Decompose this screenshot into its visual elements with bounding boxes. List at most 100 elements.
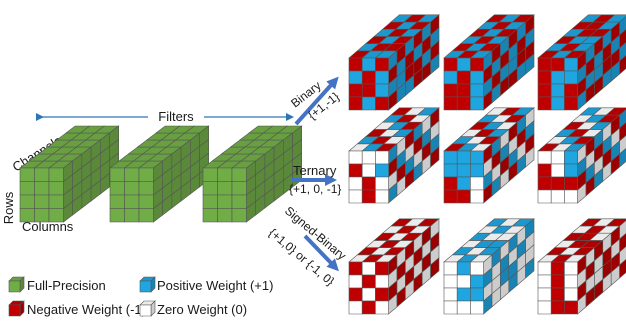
binary-arrow [294,76,339,126]
cube-front-cell [348,261,363,276]
cube-front-cell [550,274,565,289]
cube-front-cell [550,163,565,178]
cube-front-cell [537,96,552,111]
cube-front-cell [564,57,578,72]
cube-front-cell [361,96,376,111]
cube-front-cell [348,287,363,302]
cube-front-cell [34,167,50,182]
binary-cube-3 [537,14,626,111]
cube-front-cell [34,208,50,223]
cube-front-cell [375,150,389,165]
cube-front-cell [456,150,471,165]
cube-front-cell [564,163,578,178]
cube-front-cell [564,176,578,191]
cube-front-cell [470,176,484,191]
cube-front-cell [109,194,125,209]
cube-front-cell [217,208,233,223]
cube-front-cell [550,261,565,276]
cube-side-cell [619,259,626,279]
filters-arrow: Filters [36,108,294,124]
cube-front-cell [202,208,218,223]
cube-side-cell [430,257,440,279]
cube-front-cell [231,181,247,196]
cube-side-cell [619,220,626,240]
cube-front-cell [217,181,233,196]
cube-front-cell [456,163,471,178]
legend-swatch-negative [8,300,25,317]
legend-item-positive: Positive Weight (+1) [139,276,273,293]
cube-front-cell [537,261,552,276]
legend-label-full-precision: Full-Precision [27,278,106,293]
cube-front-cell [470,96,484,111]
legend-swatch-full-precision [8,276,25,293]
cube-front-cell [231,194,247,209]
cube-front-cell [550,287,565,302]
swatch-front [8,304,21,317]
cube-front-cell [375,287,389,302]
ternary-label: Ternary [293,163,337,178]
cube-front-cell [375,300,389,315]
quantized-filters [348,14,626,315]
signed-binary-arrow [303,234,339,272]
columns-label: Columns [22,219,74,234]
cube-front-cell [443,287,458,302]
ternary-set-label: {+1, 0, -1} [289,182,341,196]
swatch-front [8,280,21,293]
legend: Full-Precision Positive Weight (+1) Nega… [8,276,273,317]
cube-side-cell [619,55,626,75]
cube-front-cell [456,274,471,289]
cube-front-cell [124,167,140,182]
cube-front-cell [361,57,376,72]
cube-front-cell [19,194,35,209]
cube-front-cell [48,167,64,182]
cube-front-cell [375,70,389,85]
cube-front-cell [361,300,376,315]
cube-front-cell [456,189,471,204]
cube-front-cell [348,163,363,178]
cube-side-cell [430,53,440,75]
cube-front-cell [348,70,363,85]
signed_binary-cube-3 [537,218,626,315]
cube-front-cell [124,194,140,209]
cube-front-cell [537,274,552,289]
cube-front-cell [48,208,64,223]
cube-front-cell [443,300,458,315]
signed_binary-cube-1 [348,218,440,315]
cube-front-cell [375,189,389,204]
cube-front-cell [109,167,125,182]
legend-item-zero: Zero Weight (0) [139,300,247,317]
filters-label: Filters [158,109,194,124]
cube-front-cell [361,287,376,302]
ternary-cube-1 [348,107,440,204]
cube-front-cell [48,181,64,196]
cube-side-cell [619,42,626,62]
cube-front-cell [443,57,458,72]
cube-front-cell [375,83,389,98]
cube-front-cell [361,163,376,178]
cube-side-cell [619,122,626,142]
cube-front-cell [537,70,552,85]
cube-front-cell [19,181,35,196]
cube-side-cell [525,53,535,75]
signed_binary-cube-2 [443,218,535,315]
cube-front-cell [470,83,484,98]
cube-front-cell [537,150,552,165]
cube-front-cell [443,274,458,289]
cube-front-cell [34,181,50,196]
ternary-cube-2 [443,107,535,204]
cube-front-cell [361,83,376,98]
cube-front-cell [456,57,471,72]
cube-front-cell [470,70,484,85]
cube-front-cell [231,208,247,223]
cube-front-cell [375,261,389,276]
cube-front-cell [348,176,363,191]
cube-front-cell [109,208,125,223]
cube-front-cell [124,208,140,223]
legend-label-negative: Negative Weight (-1) [27,302,146,317]
cube-front-cell [375,274,389,289]
cube-front-cell [217,194,233,209]
cube-front-cell [564,274,578,289]
cube-front-cell [564,261,578,276]
cube-front-cell [138,181,154,196]
